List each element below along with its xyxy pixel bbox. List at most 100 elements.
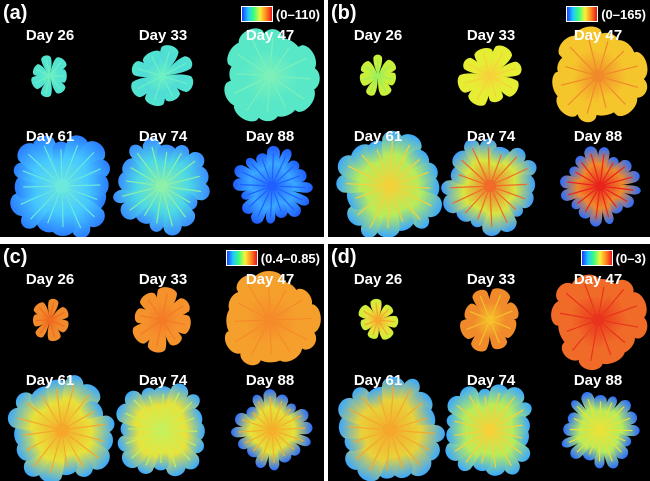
leaf bbox=[16, 430, 62, 461]
rosette-center bbox=[47, 317, 53, 323]
leaf-vein bbox=[361, 154, 391, 187]
leaf-vein bbox=[489, 75, 513, 89]
rosette-center bbox=[266, 424, 278, 436]
rosette-center bbox=[383, 423, 397, 437]
leaf-vein bbox=[348, 408, 391, 431]
leaf-vein bbox=[271, 185, 295, 211]
leaf bbox=[489, 288, 511, 320]
leaf bbox=[147, 320, 167, 353]
leaf-vein bbox=[590, 319, 599, 361]
color-scale: (0–3) bbox=[580, 249, 646, 267]
leaf bbox=[390, 424, 445, 443]
rosette-center bbox=[155, 179, 169, 193]
rosette-plant bbox=[224, 28, 320, 122]
leaf-vein bbox=[61, 385, 75, 431]
leaf-vein bbox=[238, 429, 273, 433]
leaf-vein bbox=[489, 429, 497, 468]
leaf-vein bbox=[137, 67, 163, 77]
leaf-vein bbox=[133, 399, 163, 431]
panel-label: (d) bbox=[331, 246, 357, 268]
leaf bbox=[36, 186, 63, 233]
leaf bbox=[600, 430, 632, 447]
leaf-vein bbox=[161, 51, 171, 77]
leaf bbox=[560, 186, 600, 201]
leaf bbox=[468, 76, 490, 106]
leaf bbox=[567, 412, 600, 430]
leaf-vein bbox=[161, 293, 168, 321]
panel-label: (a) bbox=[3, 2, 28, 24]
leaf bbox=[600, 411, 638, 430]
rosette-center bbox=[485, 71, 495, 81]
leaf bbox=[131, 76, 162, 98]
leaf-vein bbox=[161, 160, 196, 187]
leaf-vein bbox=[260, 429, 273, 462]
leaf-vein bbox=[161, 305, 184, 321]
rosette-plant bbox=[460, 288, 519, 352]
leaf-vein bbox=[489, 319, 500, 344]
leaf bbox=[464, 139, 490, 186]
day-label: Day 33 bbox=[466, 27, 516, 44]
panel-b: (b) (0–165) Day 26 Day 33 Day 47 Day 61 Day 74… bbox=[328, 0, 650, 237]
color-scale-swatch bbox=[225, 250, 258, 266]
rosette-center bbox=[55, 423, 69, 437]
leaf-vein bbox=[586, 75, 599, 114]
leaf bbox=[598, 292, 647, 322]
rosette-center bbox=[47, 73, 53, 79]
leaf-vein bbox=[567, 75, 599, 106]
rosette-plant bbox=[32, 298, 69, 342]
rosette-center bbox=[375, 317, 381, 323]
leaf-vein bbox=[271, 185, 306, 189]
leaf bbox=[336, 174, 390, 193]
leaf-vein bbox=[161, 401, 193, 431]
leaf-vein bbox=[369, 185, 391, 229]
leaf-vein bbox=[576, 405, 601, 431]
rosette-plant bbox=[113, 138, 210, 236]
color-scale: (0–165) bbox=[566, 5, 646, 23]
leaf-vein bbox=[30, 185, 63, 220]
leaf bbox=[50, 307, 69, 321]
leaf-vein bbox=[61, 423, 105, 431]
leaf bbox=[584, 146, 601, 186]
leaf-vein bbox=[476, 75, 491, 100]
leaf bbox=[162, 145, 190, 186]
leaf bbox=[238, 28, 270, 76]
leaf-vein bbox=[250, 319, 271, 357]
leaf bbox=[359, 72, 378, 86]
leaf-vein bbox=[22, 170, 63, 187]
leaf bbox=[62, 186, 91, 237]
rosette-plant bbox=[445, 384, 532, 476]
day-label: Day 88 bbox=[573, 128, 623, 145]
leaf-vein bbox=[389, 429, 435, 435]
leaf bbox=[134, 308, 162, 324]
rosette-center bbox=[383, 179, 397, 193]
leaf bbox=[376, 186, 400, 237]
color-scale-swatch bbox=[240, 6, 273, 22]
color-scale-swatch bbox=[566, 6, 599, 22]
leaf-vein bbox=[598, 429, 601, 462]
leaf bbox=[390, 162, 438, 186]
leaf-vein bbox=[271, 400, 283, 431]
leaf-vein bbox=[161, 429, 191, 461]
leaf bbox=[162, 314, 191, 335]
leaf-vein bbox=[489, 52, 504, 77]
color-scale-range: (0.4–0.85) bbox=[260, 250, 320, 266]
leaf-vein bbox=[587, 399, 601, 431]
leaf-vein bbox=[599, 417, 631, 431]
leaf-vein bbox=[489, 167, 528, 187]
leaf bbox=[156, 144, 177, 186]
leaf-vein bbox=[161, 429, 177, 468]
leaf-vein bbox=[61, 151, 95, 187]
rosette-plant bbox=[359, 54, 397, 96]
leaf-vein bbox=[33, 429, 63, 468]
leaf-vein bbox=[489, 185, 508, 224]
leaf bbox=[490, 61, 522, 77]
leaf bbox=[62, 430, 110, 470]
leaf bbox=[381, 376, 405, 430]
leaf-vein bbox=[125, 429, 163, 444]
leaf-vein bbox=[597, 65, 639, 77]
leaf-vein bbox=[161, 152, 182, 187]
leaf-vein bbox=[587, 35, 599, 77]
leaf-vein bbox=[161, 62, 187, 77]
leaf-vein bbox=[268, 279, 271, 321]
leaf-vein bbox=[161, 392, 180, 431]
